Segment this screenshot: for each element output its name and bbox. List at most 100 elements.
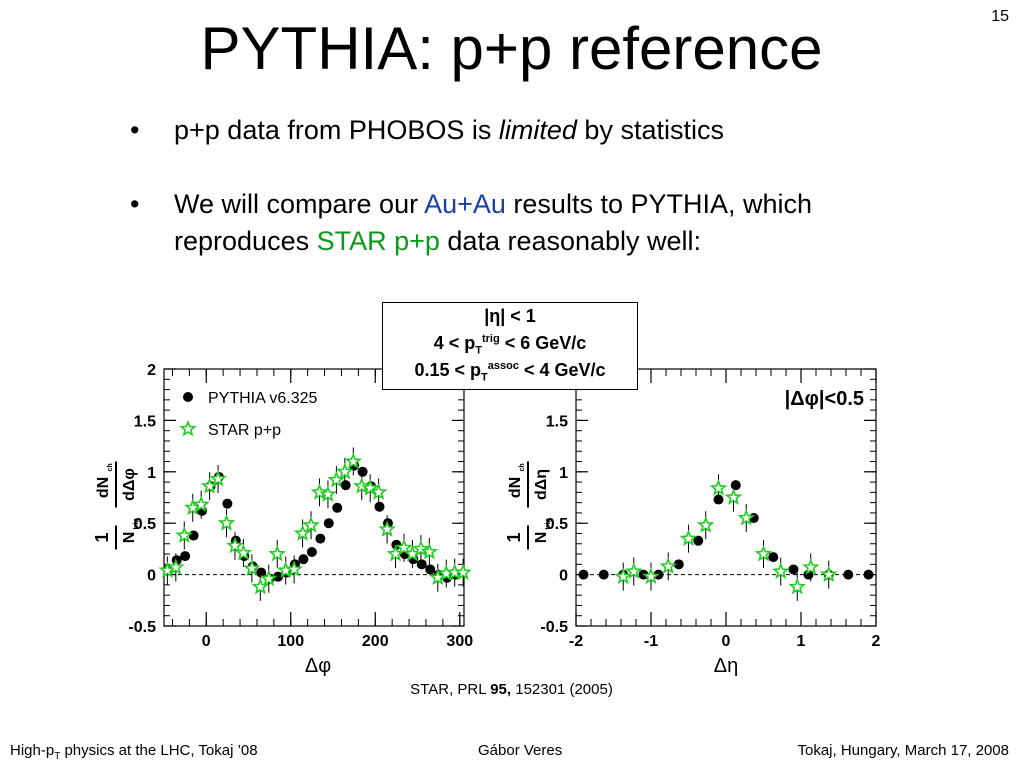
- star-point: [209, 469, 227, 487]
- x-tick-label: 0: [202, 633, 211, 650]
- delta-eta-chart: -0.500.511.52-2-1012Δη1NtrigdNchdΔη|Δφ|<…: [504, 362, 881, 677]
- footer-talk-title: High-pT physics at the LHC, Tokaj ’08: [10, 742, 258, 762]
- bullet-icon: •: [130, 189, 140, 219]
- star-point: [697, 516, 715, 533]
- y-tick-label: 1: [559, 465, 568, 482]
- y-label-dn: dN: [507, 477, 524, 498]
- star-point: [268, 544, 286, 562]
- y-tick-label: 0.5: [134, 516, 156, 533]
- y-label-trig-sub: trig: [545, 518, 552, 529]
- eta-cut: |η| < 1: [484, 306, 536, 326]
- pythia-point: [788, 564, 799, 575]
- y-tick-label: 0.5: [546, 516, 568, 533]
- star-point: [226, 536, 244, 554]
- x-tick-label: 1: [797, 633, 806, 650]
- star-point: [167, 558, 185, 575]
- y-tick-label: 0: [559, 568, 568, 585]
- citation-volume: 95,: [490, 681, 512, 698]
- star-point: [319, 485, 337, 502]
- footer-left-suffix: physics at the LHC, Tokaj ’08: [60, 742, 258, 759]
- page-number: 15: [991, 8, 1009, 25]
- delta-phi-cut-annotation: |Δφ|<0.5: [785, 388, 864, 410]
- footer-date: Tokaj, Hungary, March 17, 2008: [797, 742, 1009, 759]
- pythia-point: [730, 480, 741, 491]
- bullet-icon: •: [130, 115, 140, 145]
- bullet-1-emphasis: limited: [498, 115, 577, 145]
- x-tick-label: 2: [872, 633, 881, 650]
- x-axis-label: Δη: [714, 655, 738, 677]
- star-point: [614, 567, 632, 585]
- star-point: [285, 560, 303, 577]
- pythia-point: [298, 554, 309, 565]
- star-point: [724, 488, 743, 505]
- star-point: [624, 562, 643, 580]
- pythia-point: [222, 498, 233, 509]
- pythia-point: [273, 571, 284, 582]
- pythia-point: [374, 501, 385, 512]
- star-point: [344, 452, 363, 470]
- au-au-highlight: Au+Au: [424, 189, 506, 219]
- y-label-ch-sub: ch: [519, 463, 526, 471]
- pythia-point: [340, 480, 351, 491]
- pt-trig-prefix: 4 < p: [433, 333, 476, 353]
- pt-trig-sup: trig: [481, 333, 500, 345]
- pythia-point: [180, 551, 191, 562]
- star-point: [369, 483, 388, 500]
- bullet-1-prefix: p+p data from PHOBOS is: [174, 115, 499, 145]
- star-point: [737, 508, 755, 526]
- legend-pythia-marker: [183, 392, 193, 402]
- footer-author: Gábor Veres: [478, 742, 563, 759]
- pythia-point: [188, 530, 199, 541]
- pt-assoc-sub: T: [481, 371, 488, 384]
- pythia-point: [673, 559, 684, 570]
- pythia-point: [332, 502, 343, 513]
- y-tick-label: -0.5: [128, 619, 156, 636]
- star-point: [659, 557, 677, 574]
- x-tick-label: -2: [569, 633, 583, 650]
- star-point: [395, 538, 413, 556]
- pythia-point: [256, 567, 267, 578]
- footer-left-sub: T: [54, 751, 61, 762]
- star-point: [642, 567, 660, 585]
- y-label-ntrig: N: [121, 532, 138, 544]
- bullet-2-part2: results to PYTHIA, which reproduces: [174, 189, 813, 256]
- x-tick-label: -1: [644, 633, 658, 650]
- pythia-point: [357, 466, 368, 477]
- y-tick-label: -0.5: [540, 619, 568, 636]
- pt-trig-sub: T: [475, 344, 482, 357]
- star-point: [302, 516, 320, 533]
- star-point: [361, 479, 379, 496]
- pythia-point: [425, 564, 436, 575]
- y-label-dvar: dΔη: [533, 469, 550, 500]
- pythia-point: [306, 546, 317, 557]
- footer-left-prefix: High-p: [10, 742, 55, 759]
- slide-title: PYTHIA: p+p reference: [200, 15, 823, 82]
- pythia-point: [323, 518, 334, 529]
- x-tick-label: 200: [362, 633, 389, 650]
- plot-frame: [575, 368, 877, 627]
- pythia-point: [598, 569, 609, 580]
- star-point: [234, 543, 253, 561]
- y-tick-label: 0: [147, 568, 156, 585]
- legend-star-marker: [179, 419, 197, 437]
- pythia-point: [578, 569, 589, 580]
- x-tick-label: 300: [446, 633, 473, 650]
- y-label-dvar: dΔφ: [121, 468, 138, 501]
- bullet-text: We will compare our Au+Au results to PYT…: [174, 186, 954, 260]
- star-point: [679, 529, 698, 547]
- star-point: [454, 563, 472, 581]
- y-label-dn: dN: [95, 477, 112, 498]
- pythia-point: [416, 559, 427, 570]
- pythia-point: [693, 535, 704, 546]
- y-tick-label: 1.5: [134, 413, 156, 430]
- pt-assoc-cut: 0.15 < pTassoc < 4 GeV/c: [383, 357, 637, 384]
- y-tick-label: 1.5: [546, 413, 568, 430]
- x-tick-label: 0: [722, 633, 731, 650]
- plot-frame: [163, 368, 465, 627]
- star-point: [336, 462, 354, 480]
- star-point: [378, 520, 396, 537]
- bullet-1-suffix: by statistics: [576, 115, 724, 145]
- star-point: [192, 495, 210, 513]
